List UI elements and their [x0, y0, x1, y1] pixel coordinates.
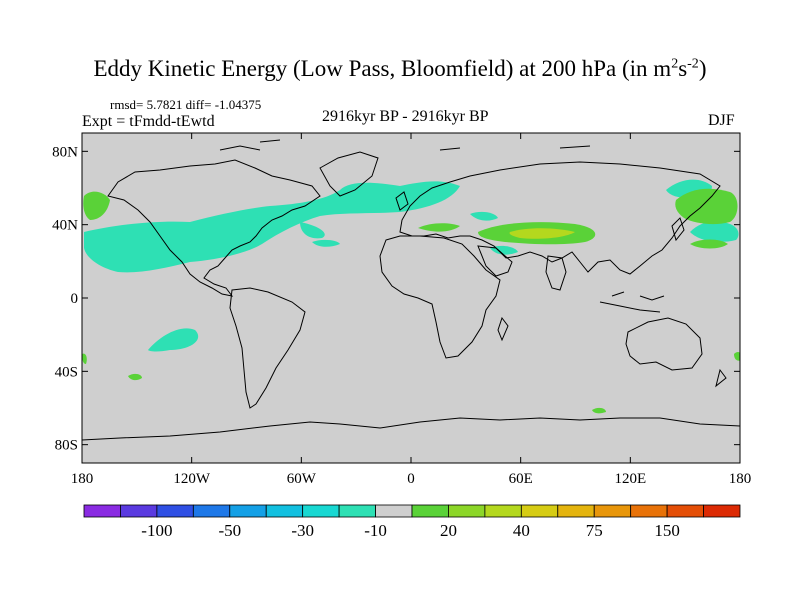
x-tick-label: 60W — [287, 471, 317, 487]
coast-eurasia — [399, 161, 721, 275]
x-tick-label: 0 — [407, 471, 415, 487]
colorbar-segment — [630, 504, 668, 518]
season-label: DJF — [708, 112, 735, 129]
colorbar-label: 40 — [513, 521, 530, 540]
y-axis: 80N 40N 0 40S 80S — [52, 144, 740, 454]
coast-japan — [671, 217, 685, 242]
y-tick-label: 40N — [52, 218, 78, 234]
contour-pacific-green — [690, 239, 728, 249]
coastlines — [82, 139, 740, 441]
coast-new-zealand — [715, 368, 727, 388]
colorbar-segment — [557, 504, 595, 518]
colorbar-label: -10 — [364, 521, 387, 540]
colorbar-segment — [265, 504, 304, 518]
colorbar-segment — [83, 504, 121, 518]
contour-southern-green-3 — [734, 352, 740, 361]
colorbar: -100 -50 -30 -10 20 40 75 150 — [83, 504, 741, 540]
colorbar-segment — [156, 504, 194, 518]
colorbar-segment — [229, 504, 267, 518]
y-tick-label: 80S — [55, 438, 78, 454]
contour-asia-yellow — [509, 228, 575, 239]
contour-atlantic-teal — [84, 181, 460, 273]
colorbar-segment — [302, 504, 340, 518]
contour-south-pacific-teal — [148, 328, 199, 352]
x-tick-label: 120E — [614, 471, 646, 487]
contour-ne-pacific-green — [83, 191, 110, 220]
contour-southern-green-4 — [82, 353, 87, 364]
coast-africa — [379, 235, 501, 359]
y-tick-label: 80N — [52, 144, 78, 160]
coast-madagascar — [497, 316, 509, 342]
colorbar-label: -30 — [291, 521, 314, 540]
colorbar-label: 150 — [654, 521, 680, 540]
colorbar-segment — [375, 504, 413, 518]
colorbar-segment — [448, 504, 486, 518]
contour-mideast-teal — [490, 245, 518, 255]
colorbar-segment — [120, 504, 158, 518]
colorbar-segment — [192, 504, 231, 518]
x-axis: 180 120W 60W 0 60E 120E 180 — [71, 133, 752, 487]
colorbar-segment — [338, 504, 376, 518]
colorbar-segment — [703, 504, 741, 518]
coast-arctic-islands — [219, 139, 591, 151]
colorbar-label: -100 — [141, 521, 172, 540]
chart-title: Eddy Kinetic Energy (Low Pass, Bloomfiel… — [93, 56, 707, 81]
experiment-label: Expt = tFmdd-tEwtd — [82, 113, 215, 130]
contour-southern-green-1 — [128, 373, 142, 381]
contour-atlantic-teal-2 — [300, 222, 325, 239]
contour-fills-positive — [82, 188, 740, 414]
coast-uk — [395, 191, 409, 211]
coast-north-america — [107, 159, 321, 297]
colorbar-segment — [520, 504, 559, 518]
coast-australia — [625, 317, 703, 371]
contour-med-green — [418, 223, 460, 232]
contour-pacific-west-teal — [690, 221, 739, 242]
colorbar-label: -50 — [218, 521, 241, 540]
contour-sea-teal — [470, 211, 498, 221]
coast-greenland — [319, 151, 379, 197]
coast-indonesia — [599, 291, 665, 313]
colorbar-segment — [484, 504, 522, 518]
stats-text: rmsd= 5.7821 diff= -1.04375 — [110, 97, 262, 112]
x-tick-label: 180 — [71, 471, 94, 487]
contour-mid-teal — [312, 239, 340, 247]
x-tick-label: 60E — [509, 471, 533, 487]
x-tick-label: 120W — [173, 471, 211, 487]
colorbar-label: 20 — [440, 521, 457, 540]
x-tick-label: 180 — [729, 471, 752, 487]
colorbar-segment — [593, 504, 632, 518]
coast-south-america — [229, 287, 306, 409]
colorbar-segment — [666, 504, 704, 518]
y-tick-label: 40S — [55, 364, 78, 380]
coast-india — [545, 255, 567, 291]
map-background — [82, 133, 740, 463]
comparison-label: 2916kyr BP - 2916kyr BP — [322, 108, 489, 125]
colorbar-segment — [411, 504, 449, 518]
coast-arabia — [477, 245, 513, 277]
colorbar-label: 75 — [586, 521, 603, 540]
y-tick-label: 0 — [71, 291, 79, 307]
coast-antarctica — [82, 417, 740, 441]
contour-southern-green-2 — [592, 407, 606, 414]
